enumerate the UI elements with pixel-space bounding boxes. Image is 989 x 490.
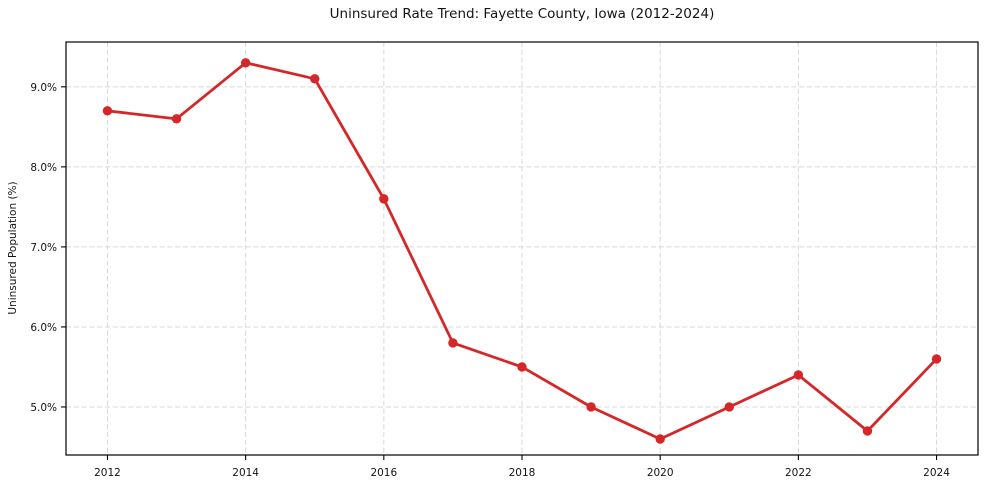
data-point — [931, 354, 942, 364]
data-point — [310, 74, 320, 84]
data-point — [171, 114, 182, 124]
y-tick-label: 7.0% — [30, 242, 57, 254]
x-tick-label: 2022 — [785, 467, 812, 479]
data-point — [517, 362, 527, 372]
y-tick-label: 8.0% — [30, 162, 57, 174]
data-point — [102, 106, 113, 116]
x-tick-label: 2020 — [647, 467, 674, 479]
x-tick-label: 2014 — [232, 467, 259, 479]
chart-title: Uninsured Rate Trend: Fayette County, Io… — [329, 6, 715, 22]
data-point — [862, 426, 873, 436]
data-point — [379, 194, 389, 204]
x-tick-label: 2012 — [94, 467, 121, 479]
y-tick-label: 5.0% — [30, 402, 57, 414]
x-tick-label: 2016 — [370, 467, 397, 479]
y-tick-label: 9.0% — [30, 82, 57, 94]
trend-line — [106, 61, 938, 441]
x-tick-label: 2018 — [509, 467, 536, 479]
data-point — [655, 434, 665, 444]
data-point — [793, 370, 804, 380]
data-point — [724, 402, 734, 412]
data-point — [448, 338, 458, 348]
data-point — [586, 402, 596, 412]
data-point — [240, 58, 251, 68]
y-tick-label: 6.0% — [30, 322, 57, 334]
x-tick-label: 2024 — [923, 467, 950, 479]
